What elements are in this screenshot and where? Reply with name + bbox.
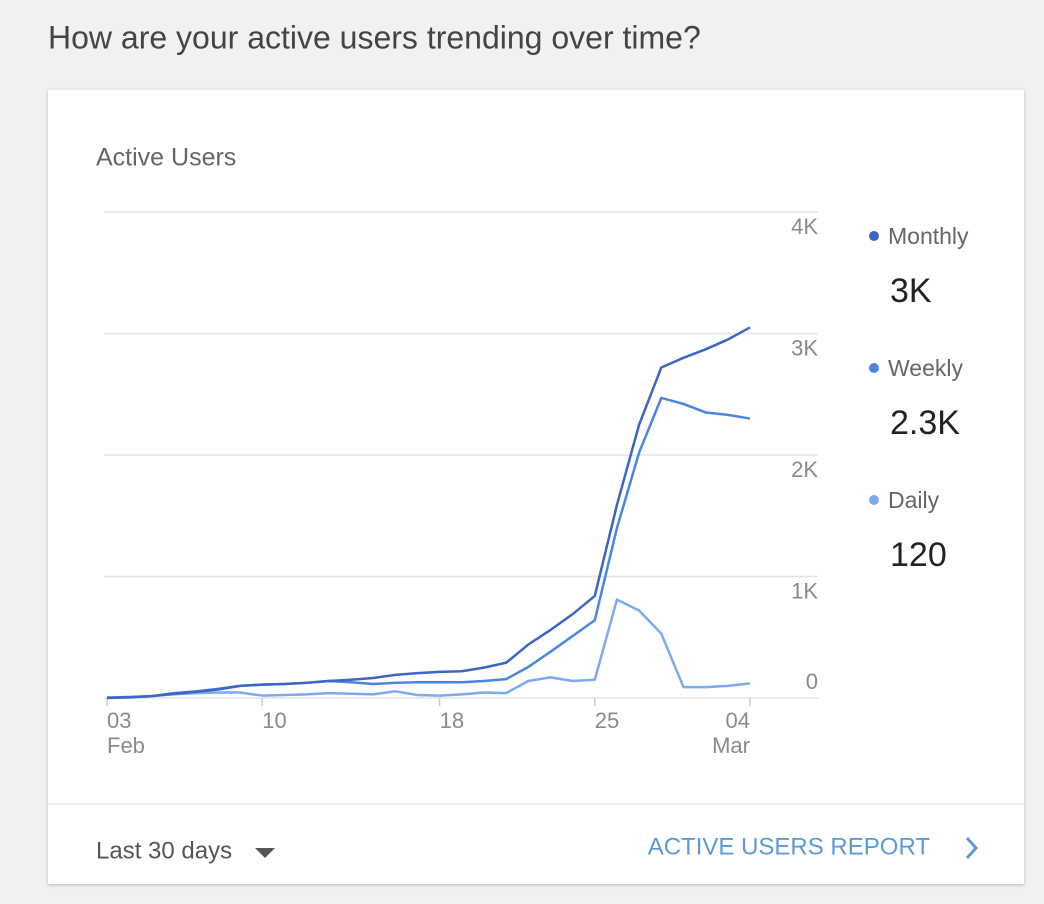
legend-dot	[869, 495, 879, 505]
link-label[interactable]: ACTIVE USERS REPORT	[648, 833, 931, 860]
legend-dot	[869, 363, 879, 373]
x-tick-label: 10	[262, 708, 287, 733]
card	[48, 90, 1024, 884]
series-line	[106, 598, 751, 699]
chevron[interactable]	[965, 836, 979, 860]
y-tick-label: 2K	[791, 457, 818, 482]
page-heading: How are your active users trending over …	[48, 19, 701, 55]
series-line	[106, 326, 751, 700]
legend-name: Daily	[888, 487, 940, 513]
legend-dot	[869, 231, 879, 241]
range-label[interactable]: Last 30 days	[96, 837, 232, 864]
y-tick-label: 0	[806, 669, 818, 694]
legend-name: Monthly	[888, 223, 969, 249]
legend-total: 2.3K	[890, 404, 960, 442]
y-tick-label: 3K	[791, 335, 818, 360]
y-tick-label: 1K	[791, 578, 818, 603]
legend-total: 120	[890, 536, 947, 574]
report-link[interactable]: ACTIVE USERS REPORT	[648, 833, 979, 860]
x-tick-label: 04 Mar	[712, 708, 750, 758]
y-tick-label: 4K	[791, 214, 818, 239]
x-tick-label: 18	[439, 708, 465, 733]
legend-total: 3K	[890, 272, 932, 310]
range-dropdown[interactable]: Last 30 days	[96, 837, 275, 864]
dropdown-arrow[interactable]	[255, 848, 275, 858]
x-tick-label: 03 Feb	[107, 708, 145, 758]
legend-name: Weekly	[888, 355, 963, 381]
x-tick-label: 25	[594, 708, 620, 733]
card-title: Active Users	[96, 144, 236, 172]
